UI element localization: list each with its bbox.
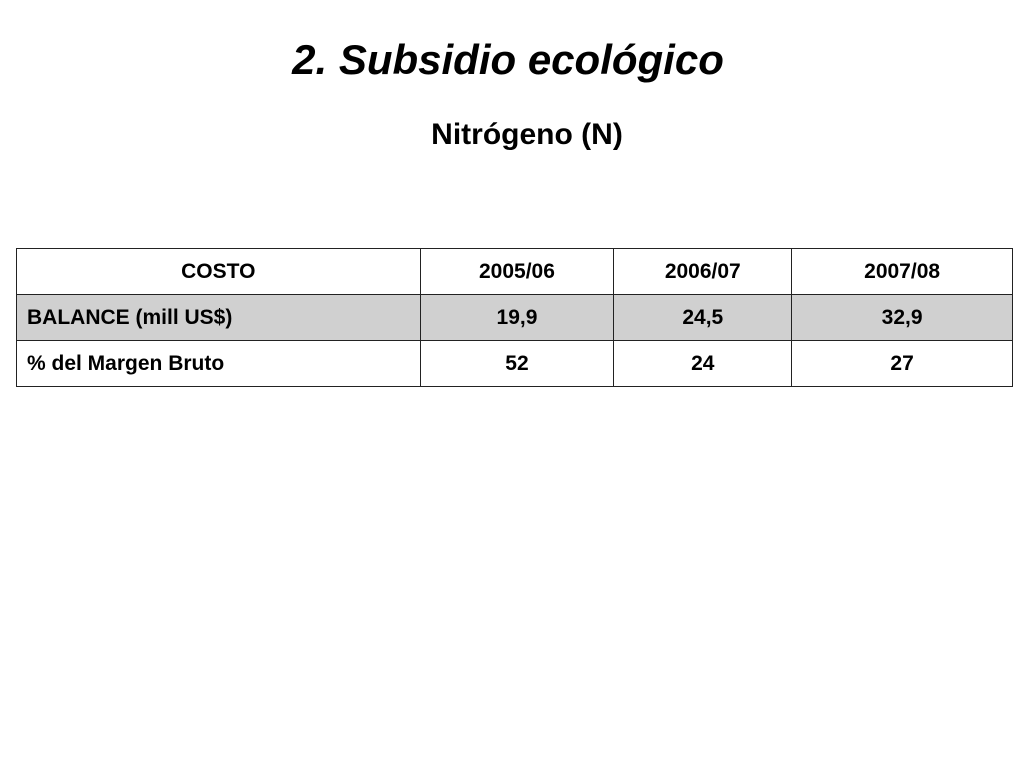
column-header: 2007/08 <box>791 248 1013 295</box>
table-cell: 19,9 <box>419 294 615 341</box>
table-cell: 27 <box>791 340 1013 387</box>
slide-subtitle: Nitrógeno (N) <box>431 118 623 151</box>
slide-title: 2. Subsidio ecológico <box>292 36 724 83</box>
table-body: BALANCE (mill US$) 19,9 24,5 32,9% del Marg… <box>16 294 1013 387</box>
header-row: COSTO 2005/06 2006/07 2007/08 <box>16 248 1013 295</box>
column-header: COSTO <box>16 248 421 295</box>
column-header: 2005/06 <box>419 248 615 295</box>
table-cell: 24,5 <box>613 294 793 341</box>
column-header: 2006/07 <box>613 248 793 295</box>
table-row: % del Margen Bruto 52 24 27 <box>16 340 1013 387</box>
table-cell: 32,9 <box>791 294 1013 341</box>
table-cell: 52 <box>419 340 615 387</box>
data-table: COSTO 2005/06 2006/07 2007/08 BALANCE (mill… <box>16 248 1013 387</box>
table-row: BALANCE (mill US$) 19,9 24,5 32,9 <box>16 294 1013 341</box>
row-label: BALANCE (mill US$) <box>16 294 421 341</box>
row-label: % del Margen Bruto <box>16 340 421 387</box>
table-cell: 24 <box>613 340 793 387</box>
